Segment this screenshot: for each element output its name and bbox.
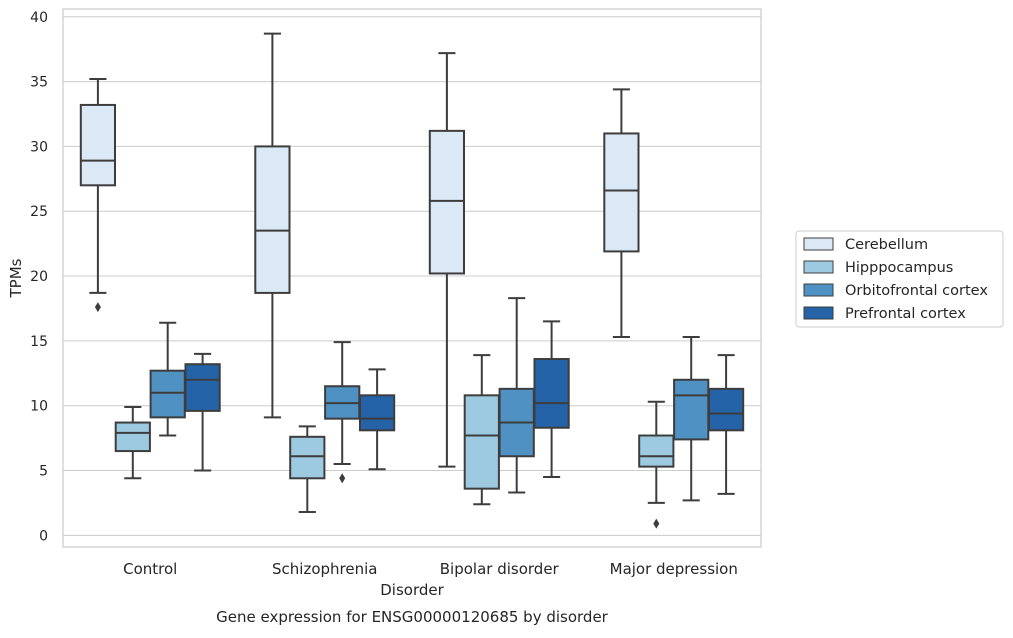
- box-prefrontal-cortex: [184, 352, 221, 472]
- box-hipppocampus: [114, 405, 151, 480]
- legend-item: Orbitofrontal cortex: [803, 283, 988, 299]
- box-cerebellum: [79, 78, 117, 313]
- y-tick-label: 40: [30, 10, 48, 26]
- x-tick-label: Bipolar disorder: [440, 560, 560, 578]
- box-cerebellum: [603, 88, 640, 338]
- y-tick-label: 5: [39, 464, 48, 480]
- box-iqr: [79, 103, 117, 187]
- y-axis-label: TPMs: [7, 258, 25, 298]
- box-iqr: [463, 394, 500, 490]
- x-tick-label: Major depression: [610, 560, 738, 578]
- box-iqr: [358, 394, 396, 432]
- box-iqr: [149, 369, 186, 419]
- x-axis-label: Disorder: [380, 581, 444, 599]
- legend-frame: [795, 230, 1004, 328]
- legend-swatch: [803, 283, 834, 297]
- legend-item: Prefrontal cortex: [803, 306, 966, 322]
- chart-caption: Gene expression for ENSG00000120685 by d…: [216, 608, 609, 626]
- legend-swatch: [803, 260, 834, 274]
- box-cerebellum: [428, 52, 466, 468]
- y-tick-label: 20: [30, 269, 48, 285]
- box-orbitofrontal-cortex: [324, 341, 361, 484]
- legend-label: Cerebellum: [845, 237, 928, 253]
- legend-label: Prefrontal cortex: [845, 306, 966, 322]
- box-hipppocampus: [289, 425, 326, 513]
- box-prefrontal-cortex: [707, 354, 745, 495]
- box-iqr: [289, 435, 326, 480]
- box-iqr: [254, 145, 291, 294]
- y-tick-label: 15: [30, 334, 48, 350]
- x-tick-label: Control: [123, 560, 177, 578]
- box-prefrontal-cortex: [358, 368, 396, 471]
- y-tick-label: 0: [39, 528, 48, 544]
- box-layer: [79, 32, 745, 529]
- legend-item: Cerebellum: [803, 237, 928, 253]
- outlier-point: [94, 302, 101, 313]
- box-iqr: [638, 434, 675, 468]
- y-tick-labels: 0 5 10 15 20 25 30 35 40: [30, 10, 48, 545]
- x-tick-labels: Control Schizophrenia Bipolar disorder Majo…: [123, 560, 738, 578]
- box-iqr: [533, 358, 570, 429]
- legend-swatch: [803, 237, 834, 251]
- box-iqr: [603, 132, 640, 253]
- legend: Cerebellum Hipppocampus Orbitofrontal cort…: [795, 230, 1004, 328]
- legend-item: Hipppocampus: [803, 260, 953, 276]
- y-tick-label: 30: [30, 139, 48, 155]
- box-hipppocampus: [463, 354, 500, 506]
- y-tick-label: 25: [30, 204, 48, 220]
- box-iqr: [184, 363, 221, 412]
- outlier-point: [339, 473, 346, 484]
- box-iqr: [673, 378, 710, 441]
- box-hipppocampus: [638, 400, 675, 529]
- box-iqr: [114, 421, 151, 453]
- outlier-point: [653, 518, 660, 529]
- y-tick-label: 10: [30, 399, 48, 415]
- plot-frame: [62, 8, 762, 548]
- x-tick-label: Schizophrenia: [272, 560, 377, 578]
- legend-label: Hipppocampus: [845, 260, 953, 276]
- box-iqr: [428, 129, 466, 275]
- box-orbitofrontal-cortex: [149, 321, 186, 437]
- legend-label: Orbitofrontal cortex: [845, 283, 988, 299]
- legend-swatch: [803, 306, 834, 320]
- box-iqr: [707, 387, 745, 432]
- box-cerebellum: [254, 32, 291, 419]
- box-prefrontal-cortex: [533, 320, 570, 478]
- y-tick-label: 35: [30, 75, 48, 91]
